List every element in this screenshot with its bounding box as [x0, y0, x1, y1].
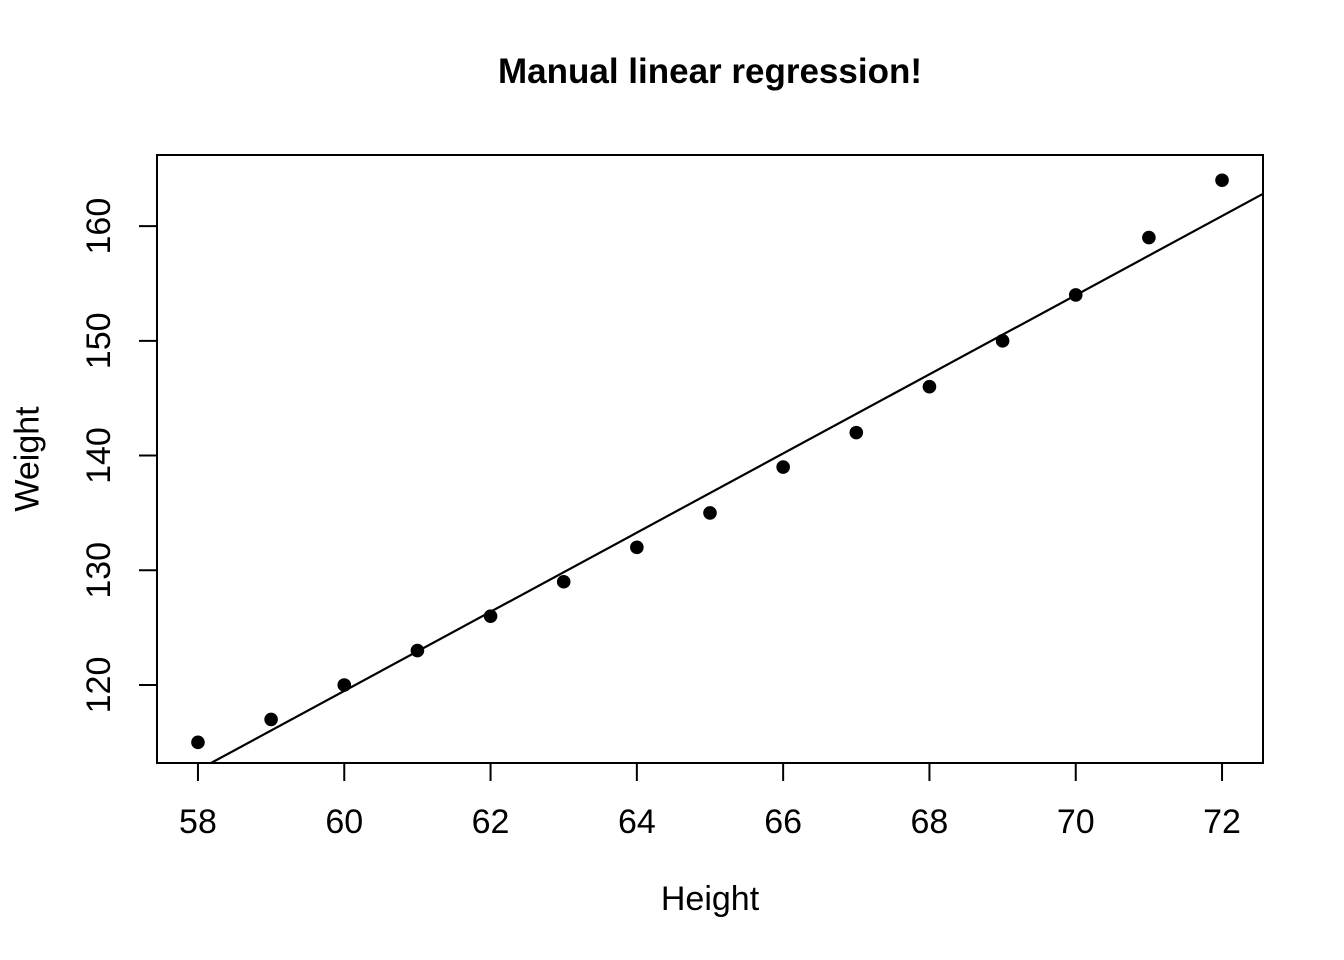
regression-line [210, 192, 1264, 764]
data-point [630, 540, 644, 555]
x-tick-label: 66 [764, 803, 802, 841]
data-point [264, 712, 278, 727]
x-tick-label: 58 [179, 803, 217, 841]
data-point [849, 425, 864, 440]
data-point [1142, 230, 1156, 245]
y-tick-label: 130 [80, 542, 118, 599]
plot-box [156, 154, 1264, 764]
x-tick-label: 60 [325, 803, 363, 841]
data-point [191, 735, 205, 750]
data-point [556, 574, 571, 589]
data-point [337, 678, 352, 692]
x-tick-label: 68 [911, 803, 949, 841]
data-point [410, 643, 425, 658]
chart-title: Manual linear regression! [497, 52, 923, 91]
x-tick-label: 72 [1203, 803, 1241, 841]
data-point [776, 460, 790, 474]
data-point [1068, 288, 1083, 302]
x-tick-label: 62 [472, 803, 510, 841]
x-tick-label: 70 [1057, 803, 1095, 841]
y-axis-label: Weight [8, 406, 47, 512]
y-tick-label: 140 [80, 427, 118, 484]
data-point [703, 506, 717, 520]
y-tick-label: 160 [80, 198, 118, 255]
x-axis-label: Height [660, 880, 760, 918]
y-tick-label: 150 [80, 312, 118, 369]
y-tick-label: 120 [80, 657, 118, 714]
data-point [483, 609, 498, 623]
data-point [1215, 173, 1229, 188]
x-tick-label: 64 [618, 803, 656, 841]
data-point [995, 334, 1010, 348]
data-point [922, 379, 937, 394]
